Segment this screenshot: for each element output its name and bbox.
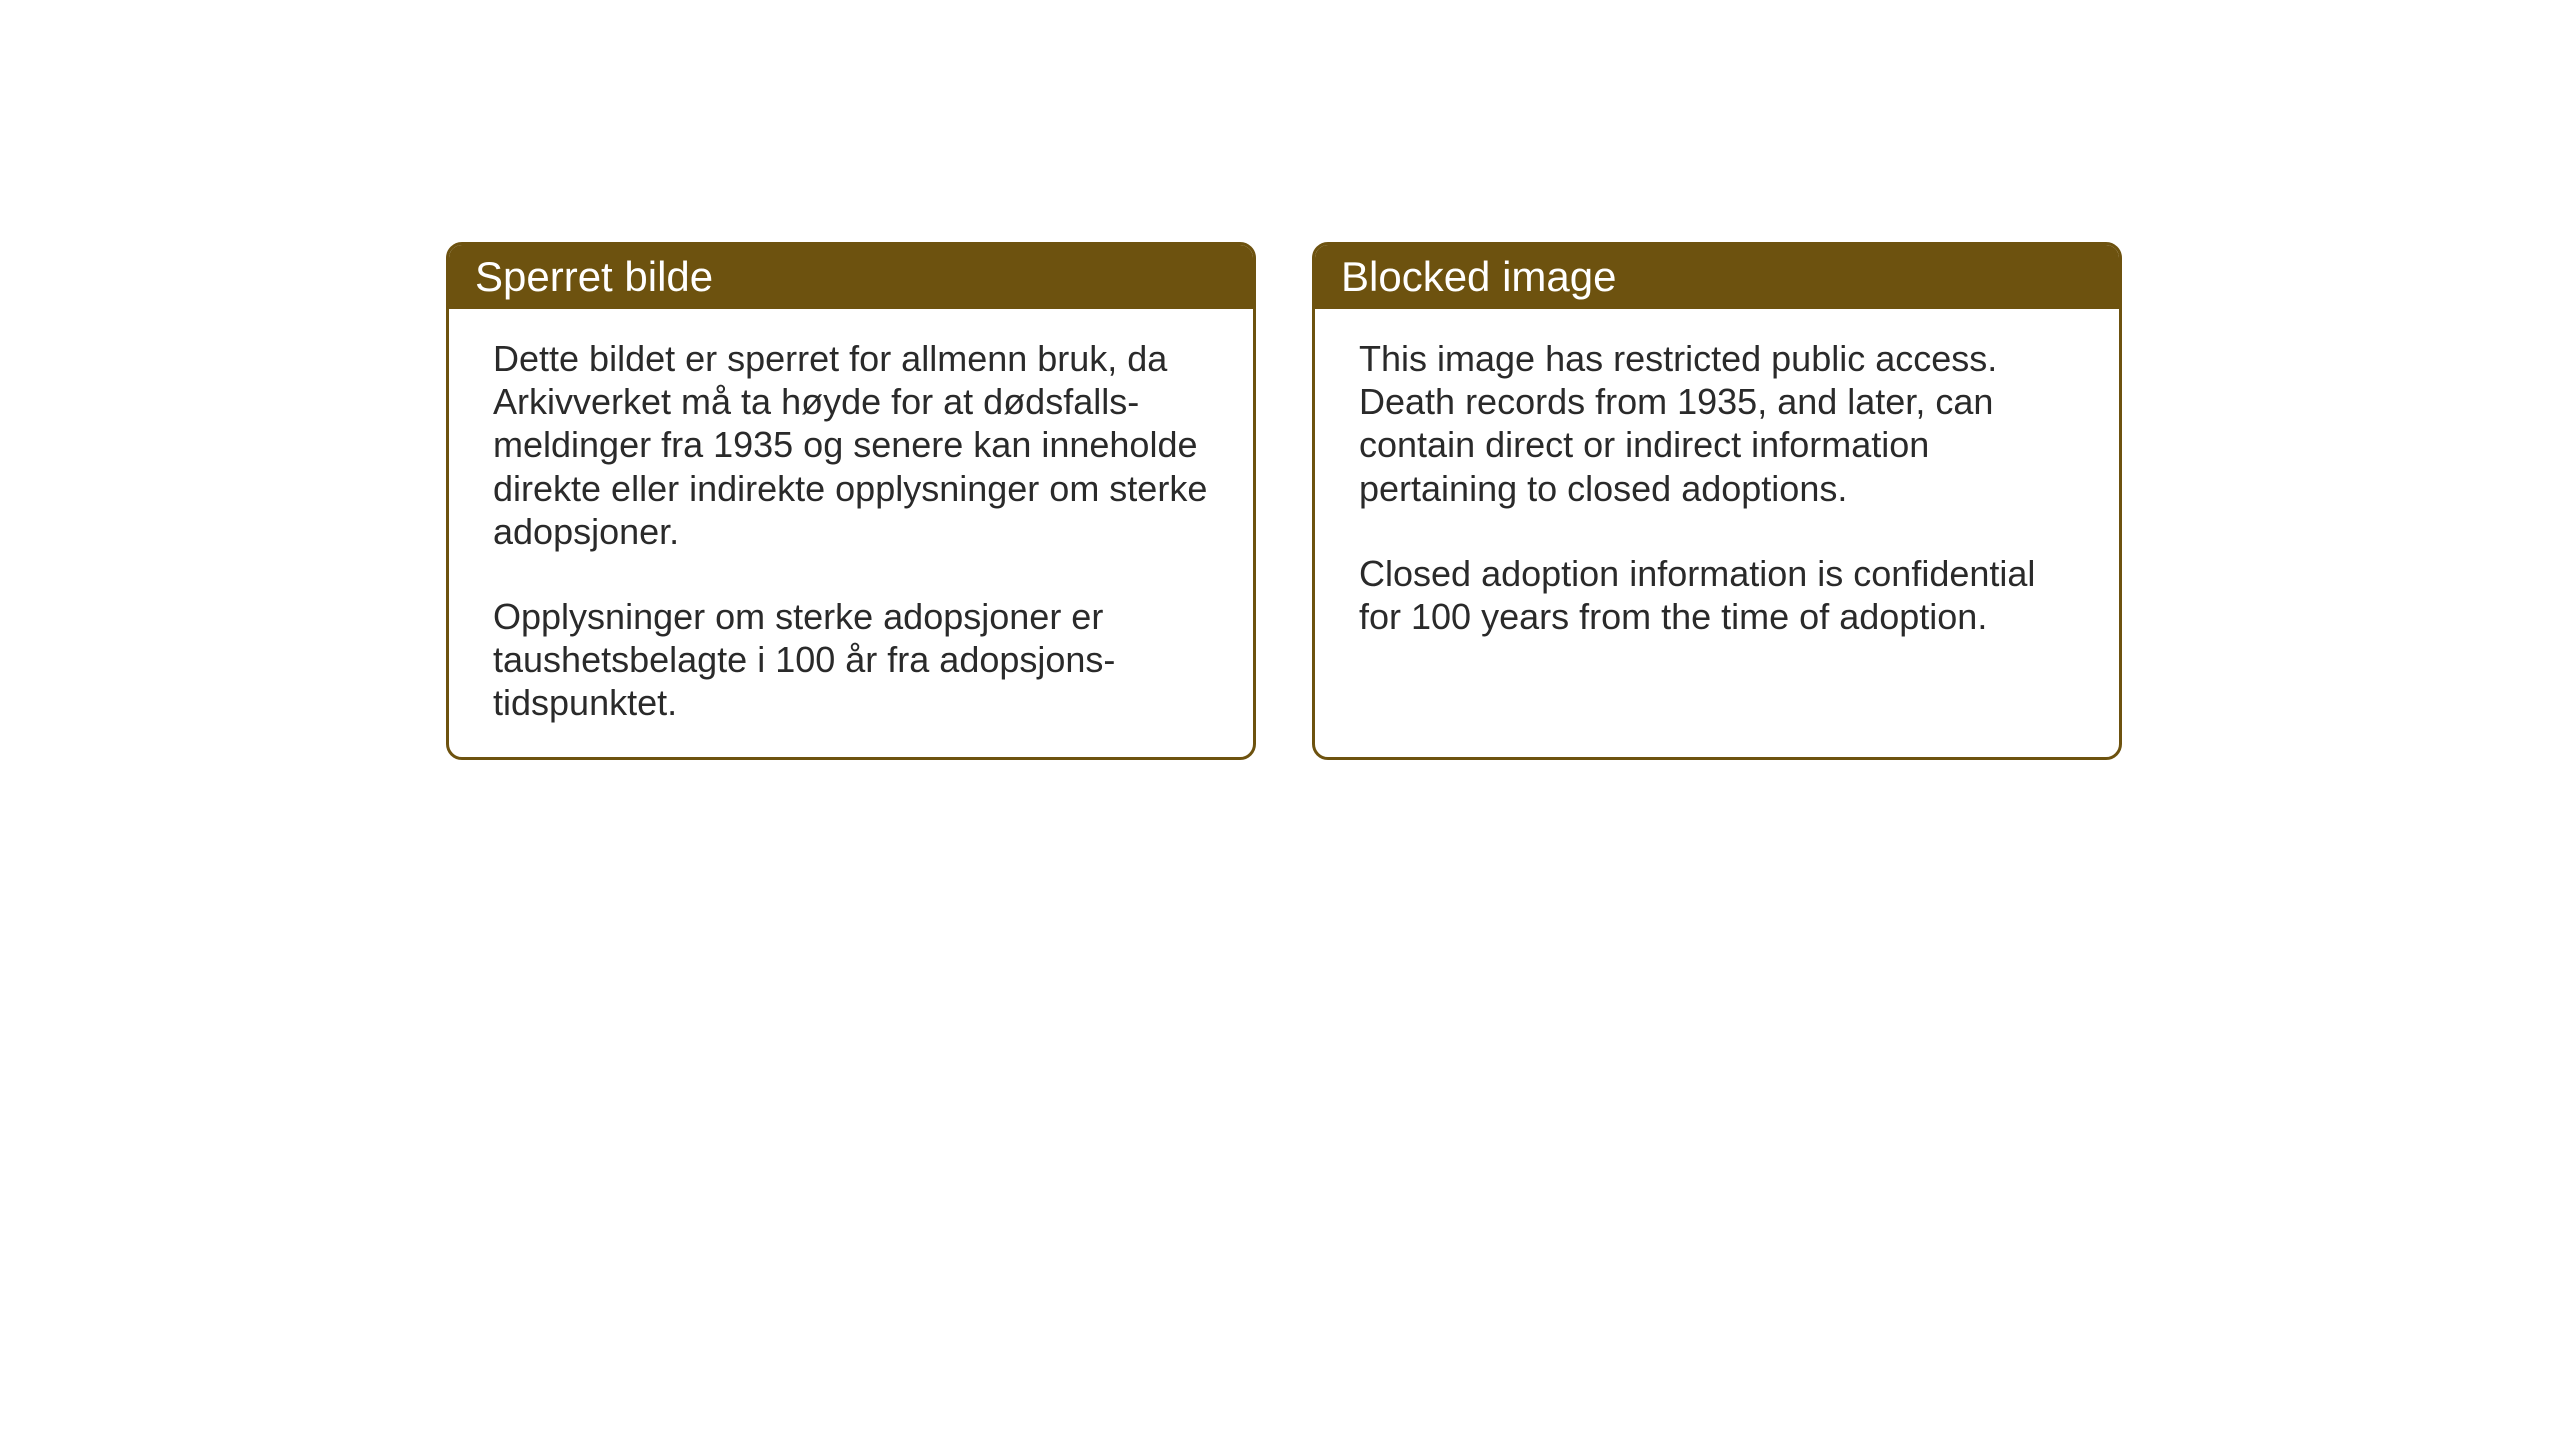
english-card-header: Blocked image bbox=[1315, 245, 2119, 309]
norwegian-card-header: Sperret bilde bbox=[449, 245, 1253, 309]
english-paragraph-1: This image has restricted public access.… bbox=[1359, 337, 2075, 510]
norwegian-card-body: Dette bildet er sperret for allmenn bruk… bbox=[449, 309, 1253, 757]
english-card-title: Blocked image bbox=[1341, 253, 1616, 300]
norwegian-card-title: Sperret bilde bbox=[475, 253, 713, 300]
english-card: Blocked image This image has restricted … bbox=[1312, 242, 2122, 760]
norwegian-card: Sperret bilde Dette bildet er sperret fo… bbox=[446, 242, 1256, 760]
cards-container: Sperret bilde Dette bildet er sperret fo… bbox=[0, 0, 2560, 760]
english-card-body: This image has restricted public access.… bbox=[1315, 309, 2119, 739]
norwegian-paragraph-1: Dette bildet er sperret for allmenn bruk… bbox=[493, 337, 1209, 553]
norwegian-paragraph-2: Opplysninger om sterke adopsjoner er tau… bbox=[493, 595, 1209, 725]
english-paragraph-2: Closed adoption information is confident… bbox=[1359, 552, 2075, 638]
